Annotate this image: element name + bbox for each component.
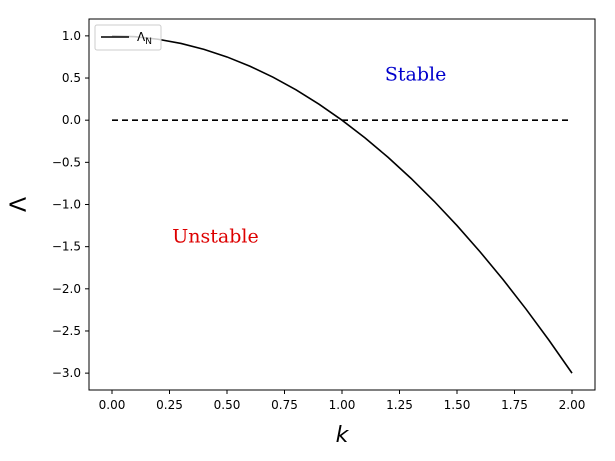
- y-axis-label: Λ: [7, 197, 32, 212]
- y-tick-label: 1.0: [62, 29, 81, 43]
- y-axis-ticks: 1.0 0.5 0.0 −0.5 −1.0 −1.5 −2.0 −2.5 −3.0: [52, 29, 89, 380]
- x-tick-label: 0.00: [99, 398, 126, 412]
- x-tick-label: 0.50: [214, 398, 241, 412]
- x-tick-label: 1.25: [386, 398, 413, 412]
- y-tick-label: −1.0: [52, 198, 81, 212]
- y-tick-label: −1.5: [52, 240, 81, 254]
- y-tick-label: −0.5: [52, 155, 81, 169]
- x-tick-label: 2.00: [559, 398, 586, 412]
- annotation-stable: Stable: [385, 64, 446, 86]
- annotation-unstable: Unstable: [172, 225, 258, 247]
- legend-entry-subscript: N: [145, 37, 152, 47]
- x-axis-ticks: 0.00 0.25 0.50 0.75 1.00 1.25 1.50 1.75 2.00: [99, 390, 586, 412]
- legend-entry-lambda-n: ΛN: [137, 30, 152, 47]
- x-tick-label: 1.50: [444, 398, 471, 412]
- plot-content: [111, 35, 573, 374]
- y-tick-label: 0.5: [62, 71, 81, 85]
- y-tick-label: −3.0: [52, 366, 81, 380]
- x-tick-label: 0.25: [156, 398, 183, 412]
- x-axis-label: k: [336, 423, 350, 448]
- y-tick-label: −2.0: [52, 282, 81, 296]
- x-tick-label: 0.75: [271, 398, 298, 412]
- y-tick-label: −2.5: [52, 324, 81, 338]
- y-tick-label: 0.0: [62, 113, 81, 127]
- plot-frame: [88, 18, 596, 391]
- legend-entry-main: Λ: [137, 30, 146, 44]
- x-tick-label: 1.00: [329, 398, 356, 412]
- series-line-lambda-n: [111, 35, 573, 374]
- x-tick-label: 1.75: [501, 398, 528, 412]
- annotations: Stable Unstable: [172, 64, 446, 248]
- legend: ΛN: [94, 24, 162, 51]
